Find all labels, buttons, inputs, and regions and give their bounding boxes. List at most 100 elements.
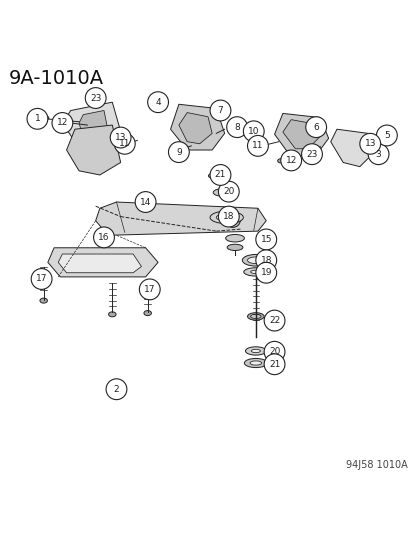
Circle shape [264, 354, 285, 375]
Text: 94J58 1010A: 94J58 1010A [346, 461, 408, 470]
Ellipse shape [38, 116, 49, 120]
Text: 18: 18 [260, 256, 272, 265]
Circle shape [139, 279, 160, 300]
Text: 17: 17 [36, 274, 47, 284]
Ellipse shape [208, 173, 224, 179]
Text: 1: 1 [35, 114, 40, 123]
Text: 18: 18 [223, 212, 235, 221]
Text: 6: 6 [313, 123, 319, 132]
Ellipse shape [244, 268, 268, 276]
Circle shape [256, 229, 277, 250]
Polygon shape [331, 129, 372, 167]
Text: 3: 3 [376, 150, 381, 159]
Circle shape [376, 125, 397, 146]
Circle shape [227, 117, 248, 138]
Ellipse shape [216, 214, 237, 221]
Text: 22: 22 [269, 316, 280, 325]
Text: 14: 14 [140, 198, 151, 206]
Circle shape [148, 92, 168, 112]
Polygon shape [179, 112, 212, 144]
Circle shape [210, 100, 231, 121]
Text: 12: 12 [285, 156, 297, 165]
Ellipse shape [250, 361, 262, 365]
Ellipse shape [251, 349, 260, 353]
Text: 8: 8 [234, 123, 240, 132]
Polygon shape [79, 110, 108, 142]
Circle shape [256, 250, 277, 271]
Circle shape [264, 310, 285, 331]
Ellipse shape [144, 311, 151, 316]
Text: 2: 2 [114, 385, 119, 394]
Text: 19: 19 [260, 268, 272, 277]
Polygon shape [58, 254, 141, 273]
Text: 12: 12 [57, 118, 68, 127]
Circle shape [248, 135, 268, 156]
Text: 13: 13 [364, 139, 376, 148]
Text: 13: 13 [115, 133, 126, 142]
Polygon shape [48, 248, 158, 277]
Ellipse shape [315, 150, 320, 156]
Ellipse shape [225, 235, 244, 242]
Text: 17: 17 [144, 285, 156, 294]
Circle shape [168, 142, 189, 163]
Circle shape [27, 108, 48, 129]
Polygon shape [96, 202, 266, 235]
Ellipse shape [377, 130, 385, 137]
Circle shape [302, 144, 322, 165]
Circle shape [225, 213, 240, 228]
Circle shape [31, 269, 52, 289]
Text: 11: 11 [119, 139, 131, 148]
Ellipse shape [109, 312, 116, 317]
Text: 9A-1010A: 9A-1010A [8, 69, 104, 88]
Text: 21: 21 [215, 171, 226, 180]
Text: 9: 9 [176, 148, 182, 157]
Polygon shape [171, 104, 225, 150]
Circle shape [85, 87, 106, 108]
Ellipse shape [213, 189, 232, 196]
Ellipse shape [248, 313, 264, 320]
Text: 23: 23 [90, 93, 102, 102]
Circle shape [135, 192, 156, 213]
Circle shape [210, 165, 231, 185]
Text: 21: 21 [269, 360, 280, 369]
Polygon shape [62, 102, 121, 148]
Polygon shape [275, 114, 329, 157]
Ellipse shape [210, 211, 243, 224]
Ellipse shape [245, 358, 267, 368]
Text: 23: 23 [306, 150, 318, 159]
Text: 4: 4 [155, 98, 161, 107]
Circle shape [243, 121, 264, 142]
Text: 15: 15 [260, 235, 272, 244]
Ellipse shape [277, 159, 284, 163]
Circle shape [218, 181, 239, 202]
Ellipse shape [250, 270, 261, 273]
Ellipse shape [213, 174, 220, 177]
Text: 10: 10 [248, 127, 260, 136]
Circle shape [94, 227, 114, 248]
Circle shape [264, 341, 285, 362]
Circle shape [360, 133, 381, 154]
Circle shape [106, 379, 127, 400]
Ellipse shape [242, 254, 270, 266]
Text: 5: 5 [384, 131, 390, 140]
Circle shape [52, 112, 73, 133]
Text: 11: 11 [252, 141, 264, 150]
Polygon shape [283, 119, 320, 149]
Text: 16: 16 [98, 233, 110, 242]
Circle shape [281, 150, 302, 171]
Circle shape [256, 262, 277, 283]
Circle shape [218, 206, 239, 227]
Text: 20: 20 [269, 348, 280, 356]
Ellipse shape [245, 347, 266, 355]
Ellipse shape [250, 314, 261, 319]
Text: 7: 7 [218, 106, 223, 115]
Ellipse shape [40, 298, 47, 303]
Polygon shape [67, 125, 121, 175]
Ellipse shape [227, 244, 243, 251]
Circle shape [114, 133, 135, 154]
Circle shape [368, 144, 389, 165]
Text: 20: 20 [223, 187, 235, 196]
Circle shape [110, 127, 131, 148]
Circle shape [306, 117, 327, 138]
Ellipse shape [248, 257, 264, 264]
